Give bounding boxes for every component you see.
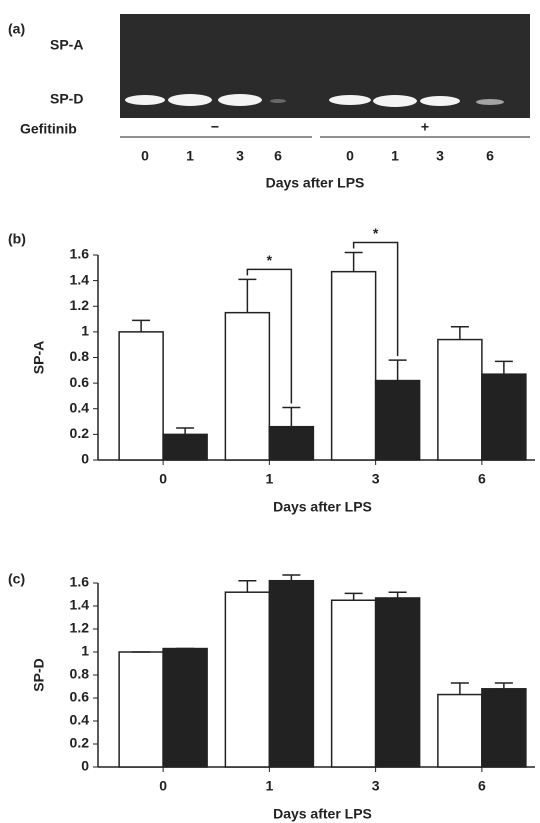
error-bar xyxy=(132,320,150,332)
treatment-label: Gefitinib xyxy=(20,121,77,137)
bar xyxy=(376,381,420,460)
y-tick-label: 1 xyxy=(81,323,89,339)
lane-label: 3 xyxy=(236,148,244,164)
y-tick-label: 1.6 xyxy=(70,246,90,262)
y-tick-label: 0.6 xyxy=(70,374,90,390)
x-tick-label: 6 xyxy=(478,471,486,487)
bar xyxy=(376,598,420,767)
y-tick-label: 0.8 xyxy=(70,666,90,682)
bar xyxy=(163,649,207,767)
bar xyxy=(332,272,376,460)
error-bar xyxy=(345,593,363,600)
panel-label: (c) xyxy=(8,571,25,587)
y-tick-label: 0.4 xyxy=(70,399,90,415)
y-tick-label: 1.6 xyxy=(70,574,90,590)
group-label: + xyxy=(421,119,429,135)
bar xyxy=(119,332,163,460)
y-tick-label: 1.4 xyxy=(70,597,90,613)
row-label: SP-D xyxy=(50,91,83,107)
bar xyxy=(438,695,482,767)
x-axis-title: Days after LPS xyxy=(266,175,365,191)
error-bar xyxy=(495,683,513,689)
bar xyxy=(163,434,207,460)
error-bar xyxy=(495,361,513,374)
x-tick-label: 1 xyxy=(265,471,273,487)
lane-label: 6 xyxy=(486,148,494,164)
error-bar xyxy=(238,581,256,593)
error-bar xyxy=(176,428,194,434)
lane-label: 3 xyxy=(436,148,444,164)
annotation: * xyxy=(267,252,273,268)
x-tick-label: 0 xyxy=(159,778,167,794)
bar xyxy=(482,374,526,460)
y-tick-label: 0.2 xyxy=(70,735,90,751)
error-bar xyxy=(389,360,407,381)
y-tick-label: 1.4 xyxy=(70,271,90,287)
bar xyxy=(332,600,376,767)
bar xyxy=(225,592,269,767)
y-tick-label: 1.2 xyxy=(70,620,90,636)
y-tick-label: 1.2 xyxy=(70,297,90,313)
y-tick-label: 0.8 xyxy=(70,348,90,364)
y-axis-title: SP-A xyxy=(31,341,47,374)
bar xyxy=(269,581,313,767)
panel-label: (a) xyxy=(8,21,25,37)
error-bar xyxy=(389,592,407,598)
x-tick-label: 3 xyxy=(372,778,380,794)
y-tick-label: 0.6 xyxy=(70,689,90,705)
x-tick-label: 6 xyxy=(478,778,486,794)
bar xyxy=(225,313,269,460)
y-tick-label: 0 xyxy=(81,451,89,467)
lane-label: 1 xyxy=(186,148,194,164)
error-bar xyxy=(238,279,256,312)
x-axis-title: Days after LPS xyxy=(273,499,372,515)
error-bar xyxy=(282,407,300,426)
figure: (a) SP-A SP-D Gefitinib − + Days after L… xyxy=(0,0,540,823)
bar xyxy=(119,652,163,767)
y-tick-label: 0.4 xyxy=(70,712,90,728)
lane-label: 0 xyxy=(346,148,354,164)
error-bar xyxy=(451,327,469,340)
y-tick-label: 0.2 xyxy=(70,425,90,441)
bar xyxy=(438,340,482,460)
bar xyxy=(482,689,526,767)
error-bar xyxy=(345,252,363,271)
group-label: − xyxy=(211,119,219,135)
lane-label: 6 xyxy=(274,148,282,164)
x-axis-title: Days after LPS xyxy=(273,806,372,822)
y-tick-label: 0 xyxy=(81,758,89,774)
row-label: SP-A xyxy=(50,37,83,53)
y-tick-label: 1 xyxy=(81,643,89,659)
panel-label: (b) xyxy=(8,231,26,247)
x-tick-label: 1 xyxy=(265,778,273,794)
bar xyxy=(269,427,313,460)
lane-label: 0 xyxy=(141,148,149,164)
annotation: * xyxy=(373,225,379,241)
y-axis-title: SP-D xyxy=(31,658,47,691)
x-tick-label: 0 xyxy=(159,471,167,487)
x-tick-label: 3 xyxy=(372,471,380,487)
error-bar xyxy=(451,683,469,695)
lane-label: 1 xyxy=(391,148,399,164)
error-bar xyxy=(282,575,300,581)
